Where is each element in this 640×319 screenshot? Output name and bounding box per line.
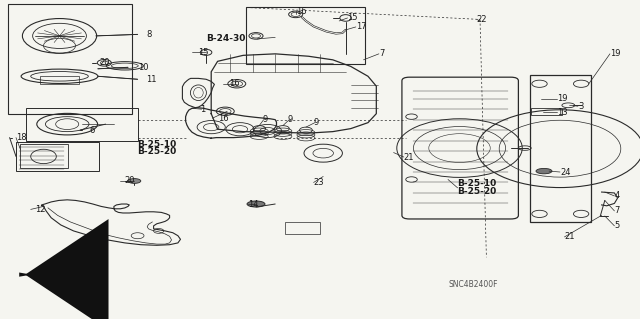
Bar (26, 108, 138, 141)
Text: 9: 9 (262, 115, 268, 124)
Text: FR.: FR. (44, 272, 60, 281)
Bar (20, 145, 68, 168)
Text: SNC4B2400F: SNC4B2400F (449, 279, 499, 289)
Bar (40, 76, 79, 84)
Text: 21: 21 (404, 152, 414, 161)
Text: 9: 9 (288, 115, 293, 124)
Text: 6: 6 (90, 126, 95, 135)
Bar (8, 4, 132, 114)
Text: 3: 3 (578, 102, 583, 111)
Bar (16, 142, 99, 171)
Text: B-25-20: B-25-20 (458, 187, 497, 196)
Text: 16: 16 (218, 114, 228, 123)
Text: 18: 18 (16, 133, 27, 142)
Text: B-24-30: B-24-30 (206, 34, 246, 43)
Text: 15: 15 (198, 48, 209, 57)
Text: 20: 20 (125, 176, 135, 185)
Text: 13: 13 (557, 108, 568, 117)
Text: 7: 7 (614, 206, 620, 215)
Text: 21: 21 (564, 233, 575, 241)
Text: 12: 12 (35, 205, 45, 214)
Bar (285, 222, 320, 234)
Text: B-25-10: B-25-10 (458, 180, 497, 189)
Text: 16: 16 (229, 79, 240, 88)
Ellipse shape (247, 201, 265, 207)
Text: 14: 14 (248, 199, 259, 209)
Text: 5: 5 (614, 221, 620, 230)
Bar (531, 108, 562, 115)
Text: 19: 19 (557, 94, 567, 103)
Text: 11: 11 (146, 75, 156, 84)
Text: 16: 16 (296, 7, 307, 16)
Text: 8: 8 (146, 30, 151, 39)
Text: B-25-10: B-25-10 (138, 140, 177, 149)
Text: 22: 22 (477, 15, 487, 24)
Polygon shape (19, 272, 31, 277)
Text: 10: 10 (138, 63, 148, 72)
Text: 24: 24 (560, 167, 570, 176)
Text: 7: 7 (379, 49, 384, 58)
Text: B-25-20: B-25-20 (138, 147, 177, 156)
Text: 4: 4 (614, 191, 620, 200)
Text: 1: 1 (200, 105, 205, 114)
Ellipse shape (536, 168, 552, 174)
Text: 20: 20 (99, 58, 109, 67)
Text: 23: 23 (314, 178, 324, 187)
Text: 15: 15 (348, 13, 358, 22)
Bar (246, 7, 365, 64)
Text: 19: 19 (610, 49, 620, 58)
Text: 17: 17 (356, 22, 367, 32)
Text: 9: 9 (314, 118, 319, 127)
Bar (530, 75, 591, 222)
Ellipse shape (128, 179, 141, 183)
